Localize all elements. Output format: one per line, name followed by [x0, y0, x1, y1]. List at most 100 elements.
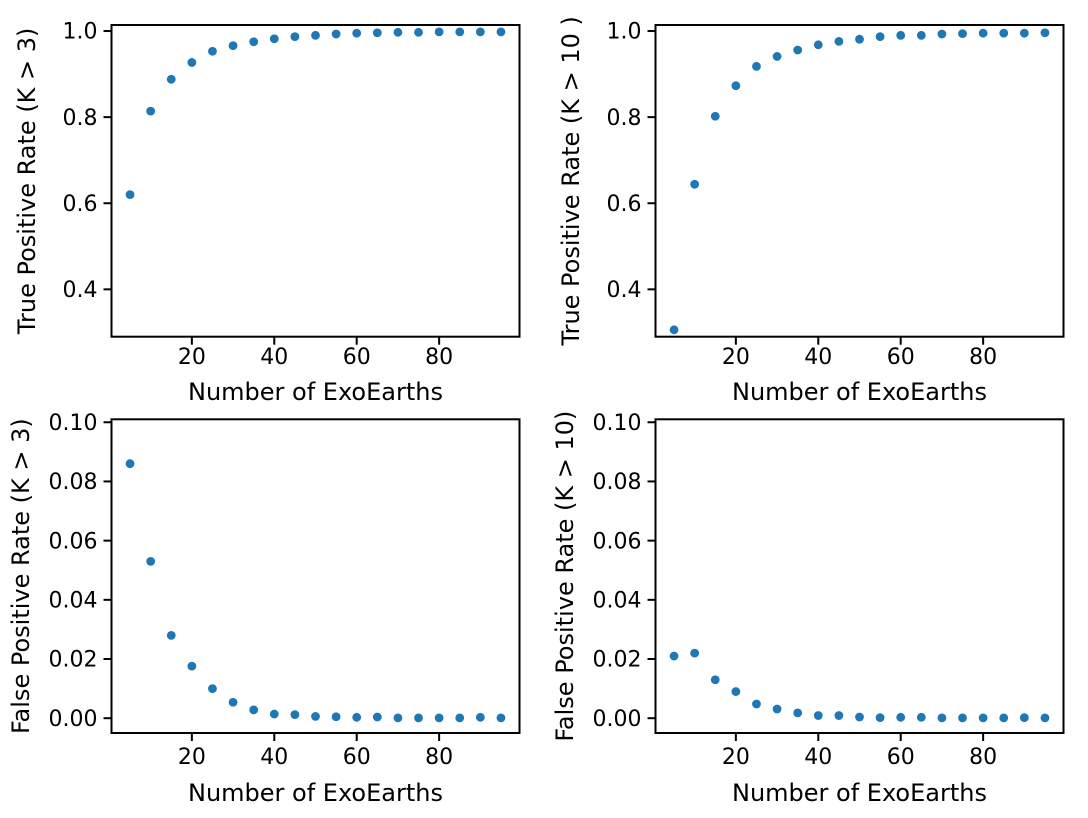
data-point — [331, 29, 341, 39]
data-point — [434, 27, 444, 37]
data-point — [475, 27, 485, 37]
subplot-true-positive-rate-k10: 20 40 60 80 0.4 0.6 0.8 1.0 Number of ExoEarths T… — [544, 0, 1088, 409]
chart-true-positive-rate-k3: 20 40 60 80 0.4 0.6 0.8 1.0 Number of ExoEarths T… — [13, 20, 521, 406]
data-point — [690, 648, 700, 658]
y-tick-label: 0.8 — [63, 106, 98, 131]
data-point — [669, 651, 679, 661]
data-point — [269, 34, 279, 44]
data-point — [731, 81, 741, 91]
x-axis-label: Number of ExoEarths — [732, 378, 987, 406]
subplot-false-positive-rate-k10: 20 40 60 80 0.00 0.02 0.04 0.06 0.08 0.10 Number o… — [544, 409, 1088, 818]
data-point — [710, 111, 720, 121]
data-point — [834, 711, 844, 720]
data-point — [311, 30, 320, 40]
data-point — [958, 29, 967, 39]
plot-area — [654, 418, 1065, 735]
data-point — [393, 27, 403, 37]
data-point — [125, 459, 135, 469]
data-point — [1040, 28, 1050, 38]
y-tick-label: 0.6 — [607, 192, 642, 217]
data-point — [916, 712, 926, 722]
y-tick-label: 0.00 — [49, 707, 98, 732]
data-point — [352, 712, 362, 722]
data-point — [269, 709, 279, 719]
subplot-false-positive-rate-k3: 20 40 60 80 0.00 0.02 0.04 0.06 0.08 0.10 Number o… — [0, 409, 544, 818]
data-point — [352, 28, 362, 38]
chart-false-positive-rate-k3: 20 40 60 80 0.00 0.02 0.04 0.06 0.08 0.10 Number o… — [7, 411, 521, 807]
x-tick-label: 60 — [887, 745, 915, 770]
data-point — [793, 45, 803, 55]
data-point — [999, 28, 1009, 38]
y-tick-label: 0.06 — [593, 529, 642, 554]
chart-true-positive-rate-k10: 20 40 60 80 0.4 0.6 0.8 1.0 Number of ExoEarths T… — [557, 16, 1065, 406]
x-tick-label: 80 — [969, 345, 997, 370]
x-tick-label: 20 — [722, 745, 750, 770]
data-point — [208, 46, 217, 56]
y-tick-label: 0.08 — [49, 470, 98, 495]
data-point — [855, 34, 864, 44]
data-point — [414, 713, 423, 723]
data-point — [875, 32, 885, 42]
x-tick-label: 80 — [425, 745, 453, 770]
data-point — [290, 710, 300, 720]
data-point — [896, 30, 906, 40]
data-point — [434, 713, 444, 723]
data-point — [1019, 713, 1029, 723]
x-tick-label: 40 — [804, 345, 832, 370]
data-point — [331, 712, 341, 722]
plot-area — [654, 24, 1065, 338]
data-point — [916, 30, 926, 40]
x-tick-label: 20 — [178, 345, 206, 370]
x-tick-label: 60 — [343, 745, 371, 770]
data-point — [475, 712, 485, 722]
x-tick-label: 40 — [260, 745, 288, 770]
data-point — [855, 712, 864, 722]
data-point — [1019, 28, 1029, 38]
y-tick-label: 0.08 — [593, 470, 642, 495]
y-tick-label: 0.4 — [607, 278, 642, 303]
data-point — [752, 699, 761, 709]
data-point — [710, 675, 720, 685]
x-axis-label: Number of ExoEarths — [732, 779, 987, 807]
x-tick-label: 20 — [722, 345, 750, 370]
data-point — [999, 713, 1009, 723]
x-tick-label: 80 — [425, 345, 453, 370]
chart-false-positive-rate-k10: 20 40 60 80 0.00 0.02 0.04 0.06 0.08 0.10 Number o… — [551, 411, 1065, 807]
data-point — [455, 27, 465, 37]
data-point — [249, 37, 259, 47]
data-point — [146, 106, 156, 116]
data-point — [372, 28, 382, 38]
data-point — [752, 61, 761, 71]
y-tick-label: 0.00 — [593, 707, 642, 732]
data-point — [228, 697, 238, 707]
data-point — [496, 27, 506, 37]
data-point — [958, 713, 967, 723]
x-tick-label: 60 — [343, 345, 371, 370]
data-point — [393, 713, 403, 723]
y-tick-label: 0.02 — [593, 648, 642, 673]
y-axis-label: True Positive Rate (K > 3) — [13, 28, 41, 336]
y-tick-label: 0.10 — [593, 411, 642, 436]
data-point — [772, 52, 782, 61]
data-point — [731, 687, 741, 696]
data-point — [813, 40, 823, 50]
data-point — [896, 712, 906, 722]
y-tick-label: 0.06 — [49, 529, 98, 554]
x-tick-label: 80 — [969, 745, 997, 770]
y-tick-label: 0.02 — [49, 648, 98, 673]
data-point — [228, 41, 238, 51]
data-point — [1040, 713, 1050, 723]
data-point — [414, 27, 423, 37]
x-tick-label: 20 — [178, 745, 206, 770]
data-point — [937, 29, 947, 39]
data-point — [372, 712, 382, 722]
y-axis-label: True Positive Rate (K > 10 ) — [557, 16, 585, 346]
y-tick-label: 0.04 — [593, 589, 642, 614]
y-axis-label: False Positive Rate (K > 10) — [551, 411, 579, 742]
data-point — [793, 708, 803, 718]
y-tick-label: 1.0 — [63, 20, 98, 45]
data-point — [187, 661, 197, 671]
data-point — [166, 630, 176, 640]
y-axis-label: False Positive Rate (K > 3) — [7, 418, 35, 734]
data-point — [772, 704, 782, 714]
